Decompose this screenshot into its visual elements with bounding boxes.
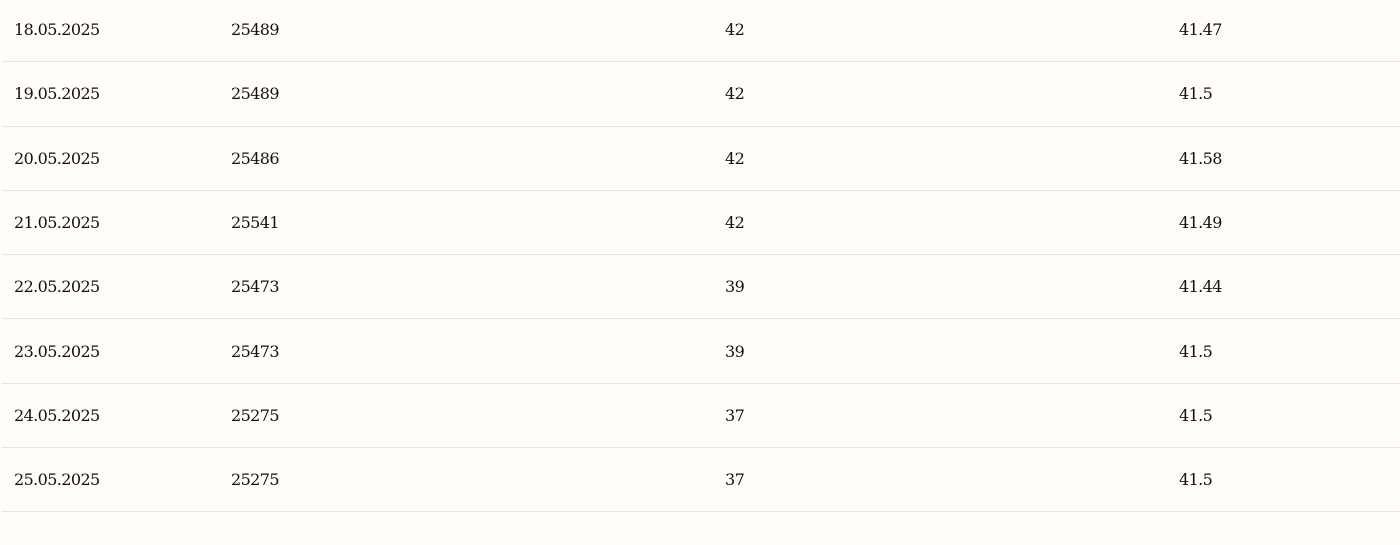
value-cell-3: 41.47	[1179, 0, 1400, 63]
table-row: 25.05.2025 25275 37 41.5	[2, 447, 1400, 513]
date-cell: 24.05.2025	[2, 383, 231, 449]
value-cell-3: 41.5	[1179, 447, 1400, 513]
date-cell: 21.05.2025	[2, 190, 231, 256]
value-cell-3: 41.44	[1179, 254, 1400, 320]
value-cell-2: 42	[725, 126, 1179, 191]
value-cell-2: 42	[725, 61, 1179, 127]
value-cell-1: 25541	[231, 190, 725, 256]
date-cell: 19.05.2025	[2, 61, 231, 127]
value-cell-1: 25275	[231, 383, 725, 449]
value-cell-3: 41.5	[1179, 383, 1400, 449]
table-row: 20.05.2025 25486 42 41.58	[2, 126, 1400, 191]
value-cell-1: 25489	[231, 61, 725, 127]
table-row: 24.05.2025 25275 37 41.5	[2, 383, 1400, 449]
date-cell: 18.05.2025	[2, 0, 231, 63]
value-cell-3: 41.58	[1179, 126, 1400, 191]
value-cell-2: 37	[725, 383, 1179, 449]
value-cell-1: 25275	[231, 447, 725, 513]
table-row: 18.05.2025 25489 42 41.47	[2, 0, 1400, 63]
value-cell-1: 25489	[231, 0, 725, 63]
value-cell-3: 41.5	[1179, 318, 1400, 384]
value-cell-1: 25473	[231, 318, 725, 384]
value-cell-3: 41.5	[1179, 61, 1400, 127]
value-cell-2: 39	[725, 254, 1179, 320]
table-row: 22.05.2025 25473 39 41.44	[2, 254, 1400, 320]
value-cell-3: 41.49	[1179, 190, 1400, 256]
table-row: 19.05.2025 25489 42 41.5	[2, 61, 1400, 127]
value-cell-1: 25486	[231, 126, 725, 191]
data-table: 18.05.2025 25489 42 41.47 19.05.2025 25489 42 4…	[2, 0, 1400, 513]
value-cell-2: 42	[725, 190, 1179, 256]
date-cell: 20.05.2025	[2, 126, 231, 191]
value-cell-2: 42	[725, 0, 1179, 63]
date-cell: 25.05.2025	[2, 447, 231, 513]
date-cell: 23.05.2025	[2, 318, 231, 384]
value-cell-2: 39	[725, 318, 1179, 384]
value-cell-2: 37	[725, 447, 1179, 513]
date-cell: 22.05.2025	[2, 254, 231, 320]
table-row: 23.05.2025 25473 39 41.5	[2, 318, 1400, 384]
table-row: 21.05.2025 25541 42 41.49	[2, 190, 1400, 256]
value-cell-1: 25473	[231, 254, 725, 320]
